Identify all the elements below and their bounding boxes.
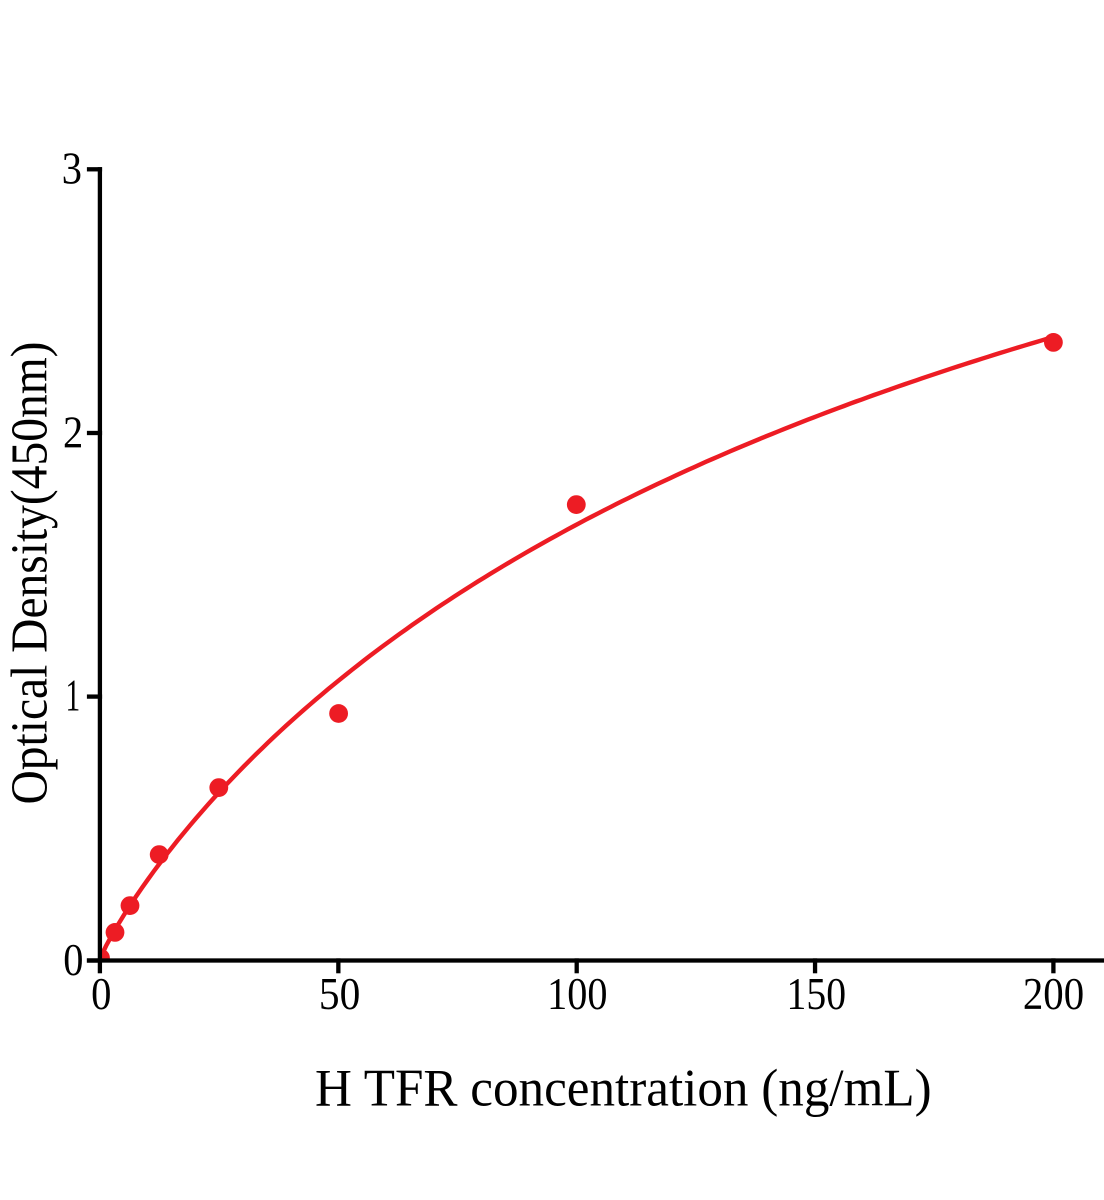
svg-text:0: 0 <box>91 969 111 1019</box>
svg-text:Optical Density(450nm): Optical Density(450nm) <box>2 342 59 805</box>
svg-text:150: 150 <box>787 969 847 1019</box>
svg-text:1: 1 <box>66 670 81 720</box>
svg-text:2: 2 <box>63 407 83 457</box>
svg-text:H TFR concentration (ng/mL): H TFR concentration (ng/mL) <box>315 1059 932 1117</box>
svg-text:0: 0 <box>63 935 83 985</box>
svg-text:200: 200 <box>1023 969 1084 1019</box>
svg-text:3: 3 <box>62 144 82 194</box>
svg-text:50: 50 <box>319 969 360 1019</box>
svg-text:100: 100 <box>547 969 607 1019</box>
